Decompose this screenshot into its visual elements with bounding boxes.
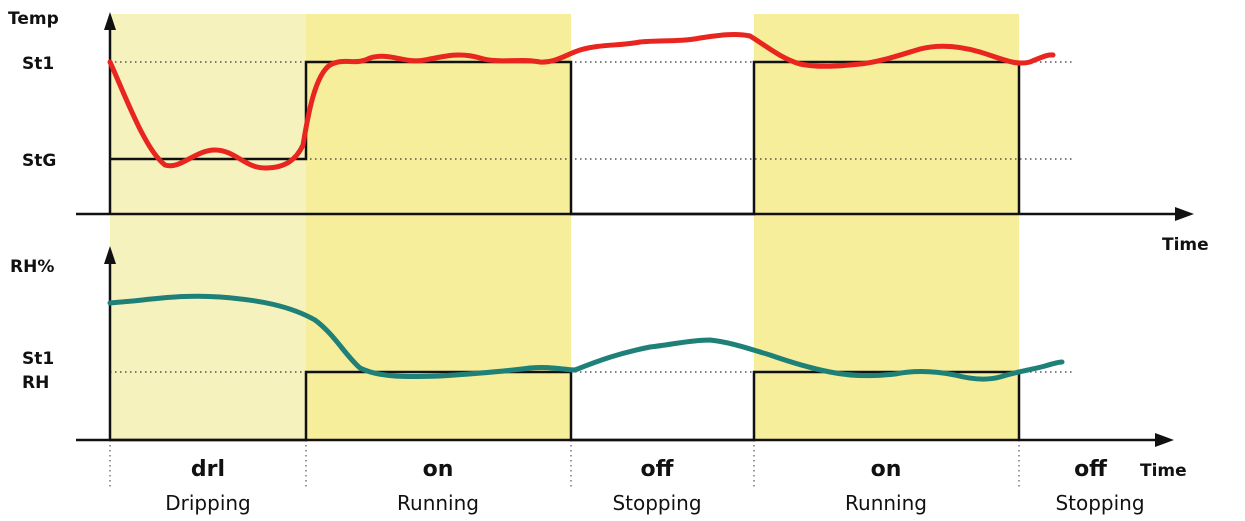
- rh-axis-label: RH%: [10, 257, 54, 277]
- rh-axes: [76, 246, 1174, 447]
- rh-curve: [107, 293, 1065, 382]
- phase-name-running-2: Running: [845, 491, 927, 515]
- phase-code-off-1: off: [641, 457, 675, 482]
- running-phase-shade-2: [754, 14, 1019, 440]
- dripping-phase-shade: [110, 14, 306, 440]
- phase-code-off-2: off: [1074, 457, 1108, 482]
- st1-rh-label-line2: RH: [22, 373, 49, 393]
- bottom-time-axis-label: Time: [1140, 461, 1187, 481]
- top-time-axis-label: Time: [1162, 235, 1209, 255]
- temp-axes: [76, 12, 1194, 221]
- st1-temp-label: St1: [22, 54, 54, 74]
- phase-name-dripping: Dripping: [165, 491, 251, 515]
- temp-curve: [107, 32, 1056, 171]
- phase-code-on-1: on: [423, 457, 454, 482]
- phase-code-drl: drl: [191, 457, 225, 482]
- stg-label: StG: [22, 151, 56, 171]
- temp-axis-label: Temp: [8, 9, 59, 29]
- phase-name-stopping-1: Stopping: [612, 491, 701, 515]
- phase-code-on-2: on: [871, 457, 902, 482]
- phase-name-running-1: Running: [397, 491, 479, 515]
- st1-rh-label-line1: St1: [22, 349, 54, 369]
- phase-dividers: [109, 440, 1020, 488]
- phase-name-stopping-2: Stopping: [1055, 491, 1144, 515]
